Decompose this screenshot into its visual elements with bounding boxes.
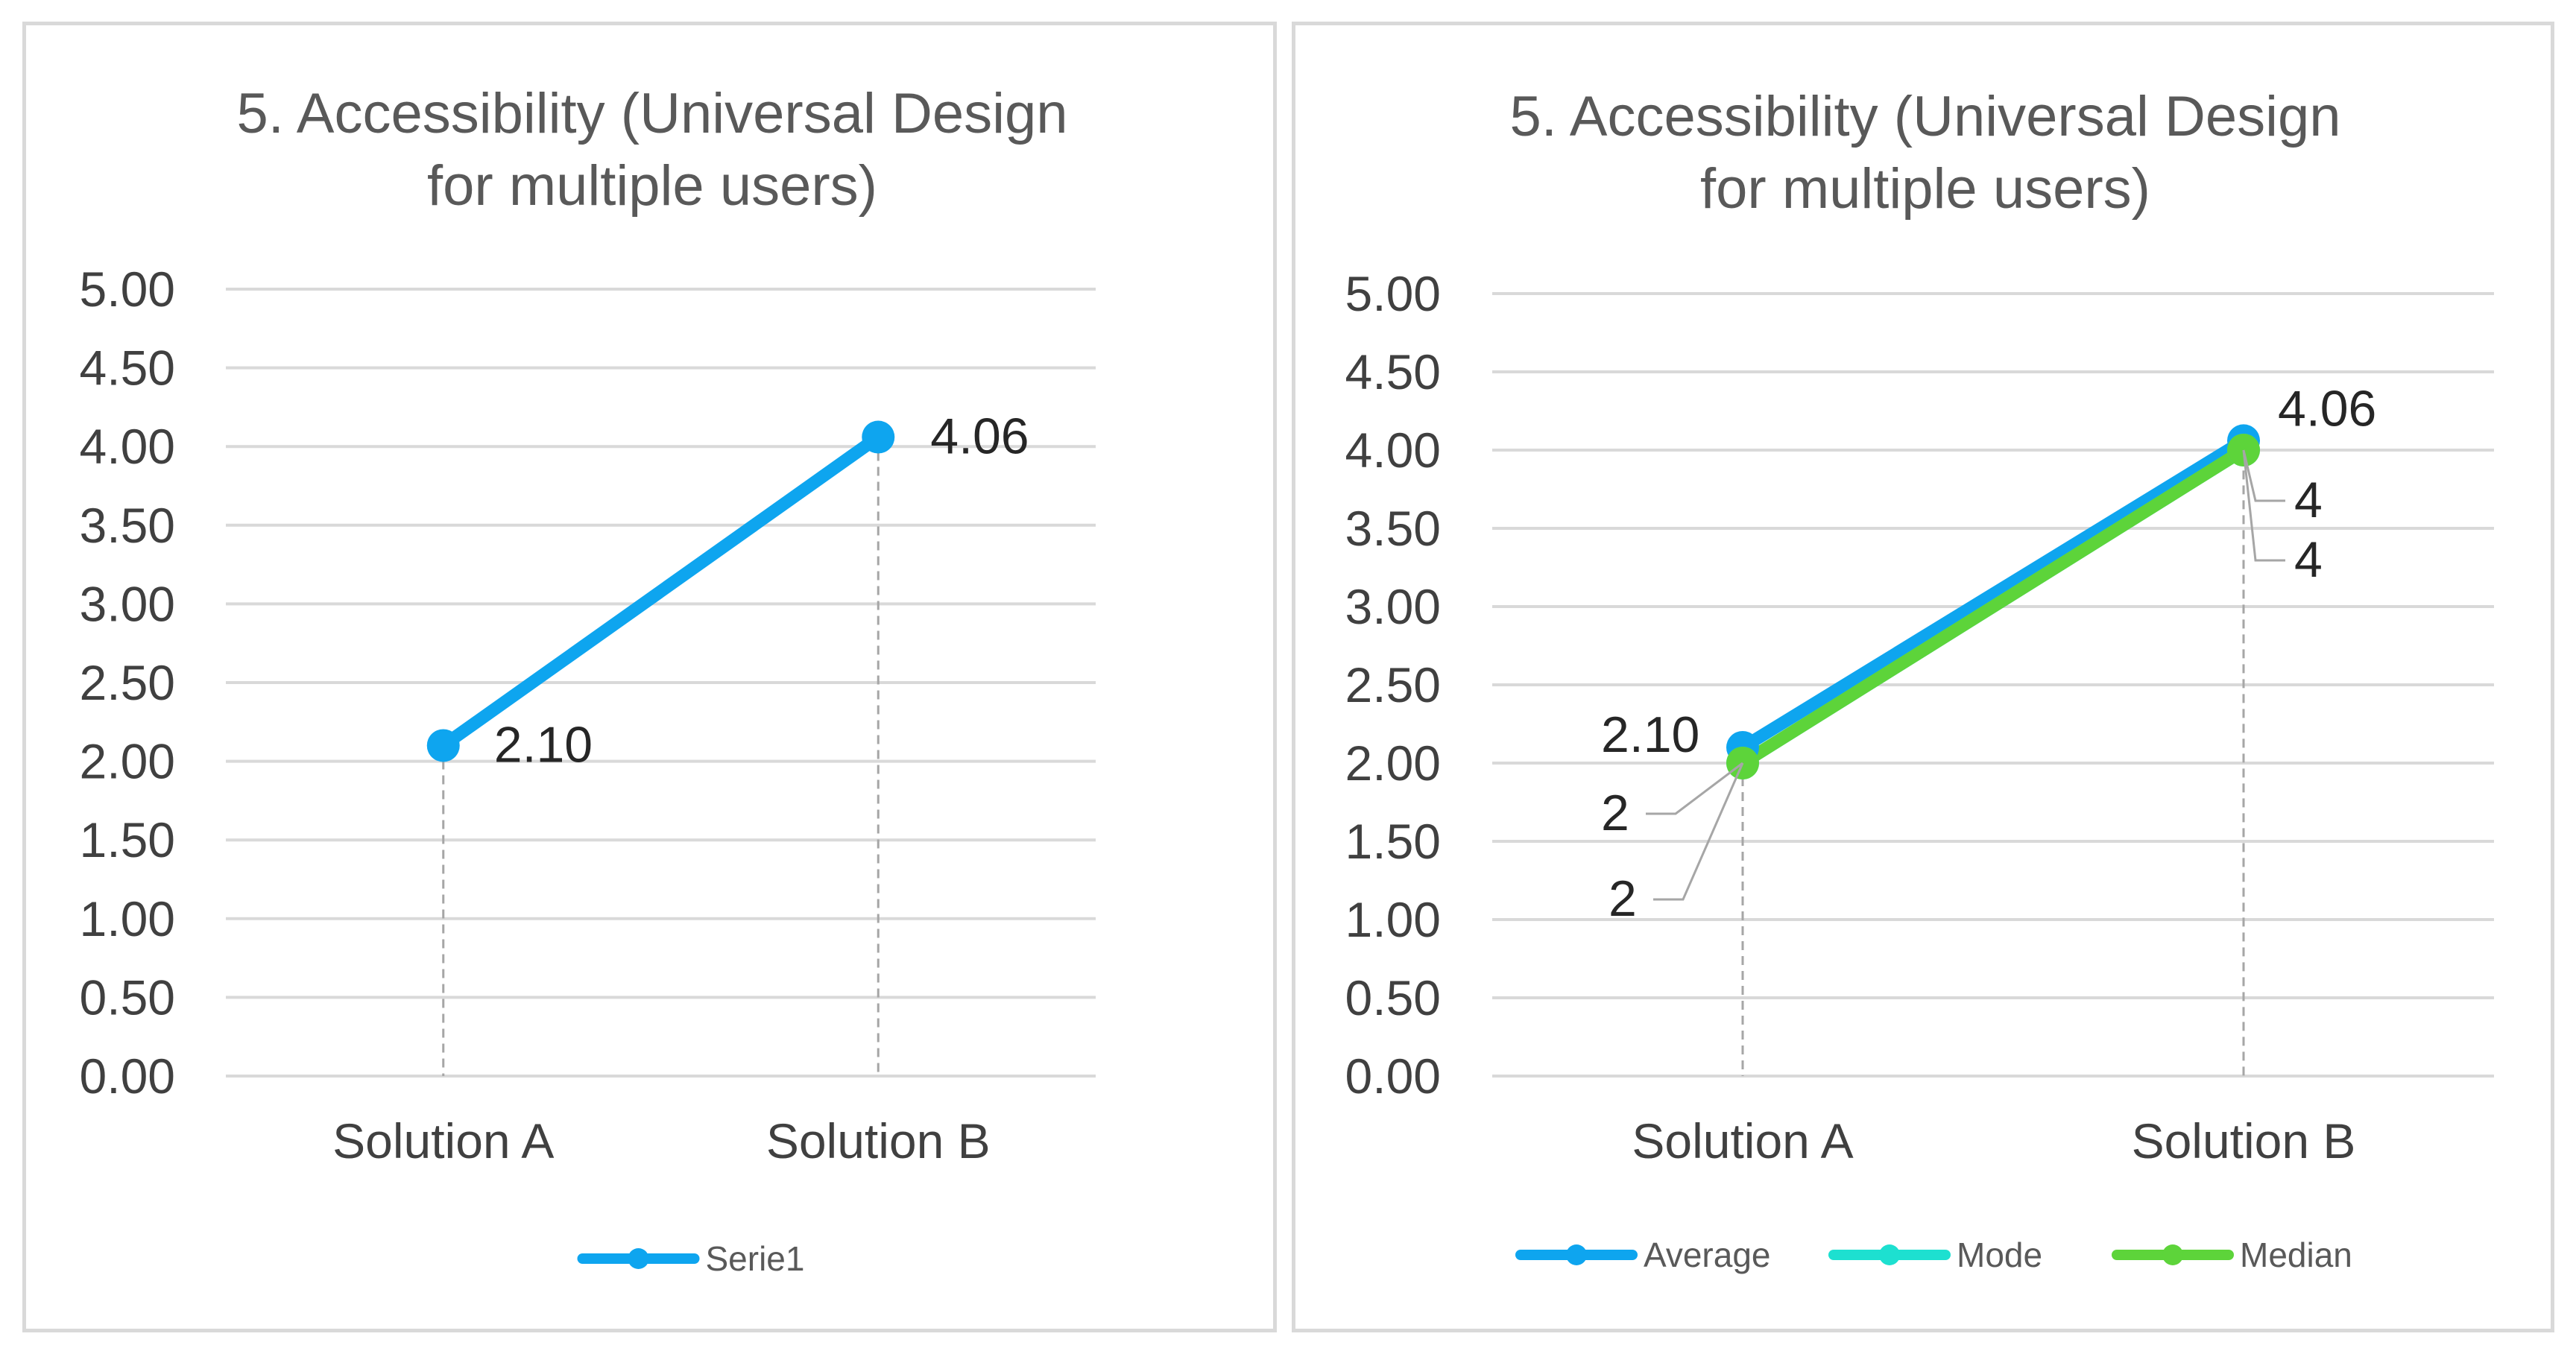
y-tick-label: 0.00 (80, 1048, 175, 1104)
y-tick-label: 2.00 (1345, 735, 1441, 791)
y-tick-label: 2.50 (1345, 657, 1441, 712)
series-line-average (1736, 434, 2250, 754)
data-label-serie1: 4.06 (930, 408, 1029, 465)
legend-marker-serie1 (628, 1248, 649, 1269)
y-tick-label: 0.50 (80, 969, 175, 1025)
data-label-median: 2 (1609, 870, 1637, 927)
legend-label-median: Median (2240, 1236, 2352, 1274)
x-category-label: Solution A (1632, 1113, 1853, 1168)
chart-title-line-2: for multiple users) (427, 154, 877, 218)
leader-line-median (2242, 449, 2285, 562)
leader-line-mode (2242, 449, 2285, 502)
y-tick-label: 5.00 (80, 262, 175, 317)
y-tick-label: 3.50 (80, 498, 175, 553)
data-point-serie1 (862, 420, 895, 454)
chart-panel-right: 5. Accessibility (Universal Design for m… (1292, 22, 2554, 1332)
y-tick-label: 1.00 (1345, 892, 1441, 947)
y-tick-label: 4.50 (80, 341, 175, 396)
y-tick-label: 2.50 (80, 655, 175, 710)
y-tick-label: 3.00 (80, 576, 175, 631)
y-tick-label: 1.00 (80, 891, 175, 946)
legend-marker-mode (1879, 1244, 1900, 1265)
y-tick-label: 1.50 (80, 812, 175, 867)
y-tick-label: 3.00 (1345, 579, 1441, 634)
y-tick-label: 0.50 (1345, 970, 1441, 1025)
legend-label-mode: Mode (1957, 1236, 2042, 1274)
y-tick-label: 4.50 (1345, 344, 1441, 399)
chart-title-line-1: 5. Accessibility (Universal Design (1509, 85, 2340, 148)
data-label-average: 2.10 (1601, 706, 1699, 763)
data-label-average: 4.06 (2278, 380, 2376, 437)
y-tick-label: 1.50 (1345, 814, 1441, 869)
y-tick-label: 3.50 (1345, 501, 1441, 556)
y-tick-label: 4.00 (1345, 423, 1441, 478)
legend-label-serie1: Serie1 (706, 1239, 805, 1278)
chart-right: 5. Accessibility (Universal Design for m… (1345, 85, 2494, 1274)
data-label-median: 4 (2294, 531, 2323, 588)
x-category-label: Solution B (766, 1113, 991, 1168)
x-category-label: Solution A (332, 1113, 554, 1168)
y-tick-label: 0.00 (1345, 1048, 1441, 1104)
legend-marker-median (2162, 1244, 2183, 1265)
chart-title-line-2: for multiple users) (1700, 157, 2150, 221)
y-tick-label: 4.00 (80, 419, 175, 474)
leader-line-mode (1646, 762, 1743, 815)
series-line-median (1736, 443, 2250, 770)
legend-label-average: Average (1644, 1236, 1771, 1274)
series-line-serie1 (437, 431, 885, 752)
legend-marker-average (1566, 1244, 1587, 1265)
data-label-serie1: 2.10 (494, 716, 593, 773)
y-tick-label: 2.00 (80, 734, 175, 789)
x-category-label: Solution B (2132, 1113, 2356, 1168)
y-tick-label: 5.00 (1345, 266, 1441, 321)
data-label-mode: 2 (1601, 785, 1629, 841)
data-point-serie1 (426, 729, 460, 762)
data-label-mode: 4 (2294, 472, 2323, 528)
chart-panel-left: 5. Accessibility (Universal Design for m… (22, 22, 1277, 1332)
leader-line-median (1653, 762, 1744, 901)
chart-left: 5. Accessibility (Universal Design for m… (80, 82, 1096, 1278)
chart-title-line-1: 5. Accessibility (Universal Design (236, 82, 1067, 145)
